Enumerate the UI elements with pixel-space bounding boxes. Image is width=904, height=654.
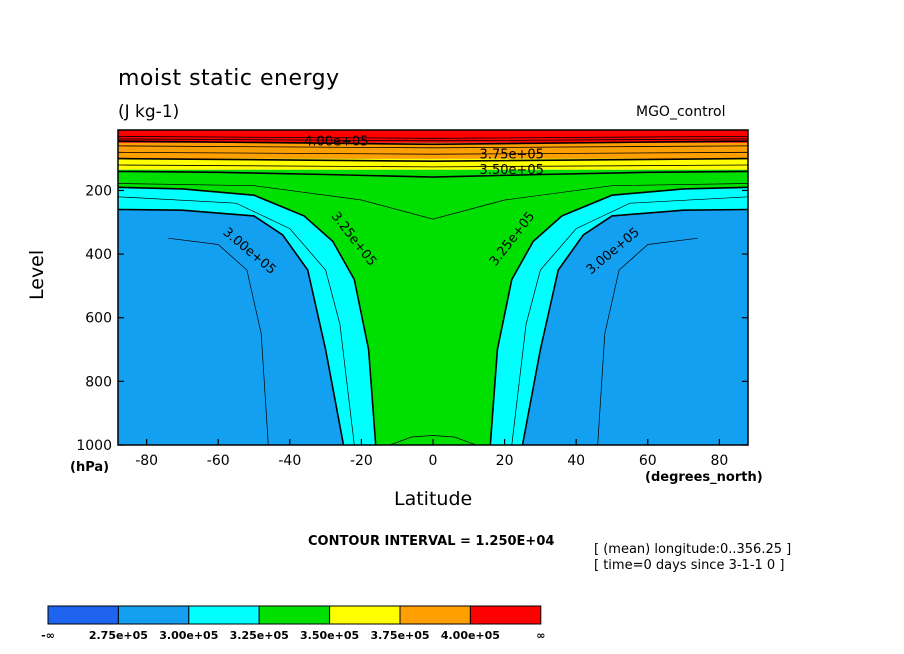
band-375000-fill: [118, 158, 748, 170]
x-tick-label: 20: [496, 453, 514, 469]
band-400000-fill: [118, 142, 748, 150]
x-tick-label: 40: [567, 453, 585, 469]
y-tick-label: 1000: [76, 438, 112, 454]
units-label: (J kg-1): [118, 102, 180, 122]
colorbar-swatch: [469, 605, 542, 625]
contour-287500-left: [168, 237, 269, 445]
dataset-label: MGO_control: [636, 104, 726, 120]
contour-312500-left: [118, 196, 355, 445]
band-350000-top: [118, 169, 748, 172]
colorbar-swatch: [399, 605, 471, 625]
x-tick-label: 0: [429, 453, 438, 469]
colorbar-swatch: [258, 605, 331, 625]
band-350000-fill: [118, 171, 748, 445]
colorbar-label: 3.25e+05: [230, 629, 289, 642]
x-tick-label: -20: [350, 453, 373, 469]
contour-337500: [118, 183, 748, 220]
contour-surface: [389, 435, 477, 445]
band-325000-left: [118, 187, 376, 445]
contour-label-350000: 3.50e+05: [480, 163, 544, 178]
contour-400000: [118, 140, 748, 146]
x-tick-label: -40: [278, 453, 301, 469]
colorbar-label: 3.00e+05: [159, 629, 218, 642]
chart-title: moist static energy: [118, 66, 340, 91]
contour-upper-1: [118, 151, 748, 155]
band-300000-right: [522, 209, 748, 445]
contour-upper-3: [118, 138, 748, 142]
colorbar-label: 3.50e+05: [300, 629, 359, 642]
contour-325000-right: [489, 186, 748, 445]
contour-upper-4: [118, 136, 748, 139]
footnote-longitude: [ (mean) longitude:0..356.25 ]: [594, 542, 792, 557]
contour-interval: CONTOUR INTERVAL = 1.250E+04: [308, 534, 555, 549]
contour-300000-left: [118, 208, 345, 445]
x-axis-units: (degrees_north): [645, 470, 763, 485]
contour-312500-right: [511, 196, 748, 445]
band-300000-left-core: [118, 209, 344, 445]
footnote-time: [ time=0 days since 3-1-1 0 ]: [594, 558, 785, 573]
colorbar-label: ∞: [536, 629, 545, 642]
colorbar-swatch: [47, 605, 119, 625]
x-tick-label: 60: [639, 453, 657, 469]
y-axis-units: (hPa): [70, 460, 110, 475]
y-tick-label: 600: [85, 311, 112, 327]
colorbar-swatch: [188, 605, 260, 625]
y-tick-label: 200: [85, 183, 112, 199]
contour-upper-2: [118, 145, 748, 149]
band-325000-right: [490, 187, 748, 445]
colorbar-label: 2.75e+05: [89, 629, 148, 642]
colorbar-swatch: [329, 605, 401, 625]
y-tick-label: 800: [85, 374, 112, 390]
contour-300000-right: [521, 208, 748, 445]
colorbar-swatch: [117, 605, 190, 625]
x-tick-label: 80: [710, 453, 728, 469]
y-axis-label: Level: [26, 249, 48, 300]
x-tick-label: -60: [207, 453, 230, 469]
colorbar-label: 4.00e+05: [441, 629, 500, 642]
colorbar-label: -∞: [41, 629, 55, 642]
x-axis-label: Latitude: [394, 488, 473, 510]
y-tick-label: 400: [85, 247, 112, 263]
x-tick-label: -80: [135, 453, 158, 469]
colorbar-label: 3.75e+05: [370, 629, 429, 642]
contour-350000-top: [118, 170, 748, 178]
contour-label-400000: 4.00e+05: [304, 134, 368, 149]
contour-label-375000: 3.75e+05: [480, 148, 544, 163]
contour-325000-left: [118, 186, 377, 445]
contour-375000: [118, 157, 748, 163]
contour-287500-right: [597, 237, 698, 445]
contour-upper-0: [118, 164, 748, 168]
